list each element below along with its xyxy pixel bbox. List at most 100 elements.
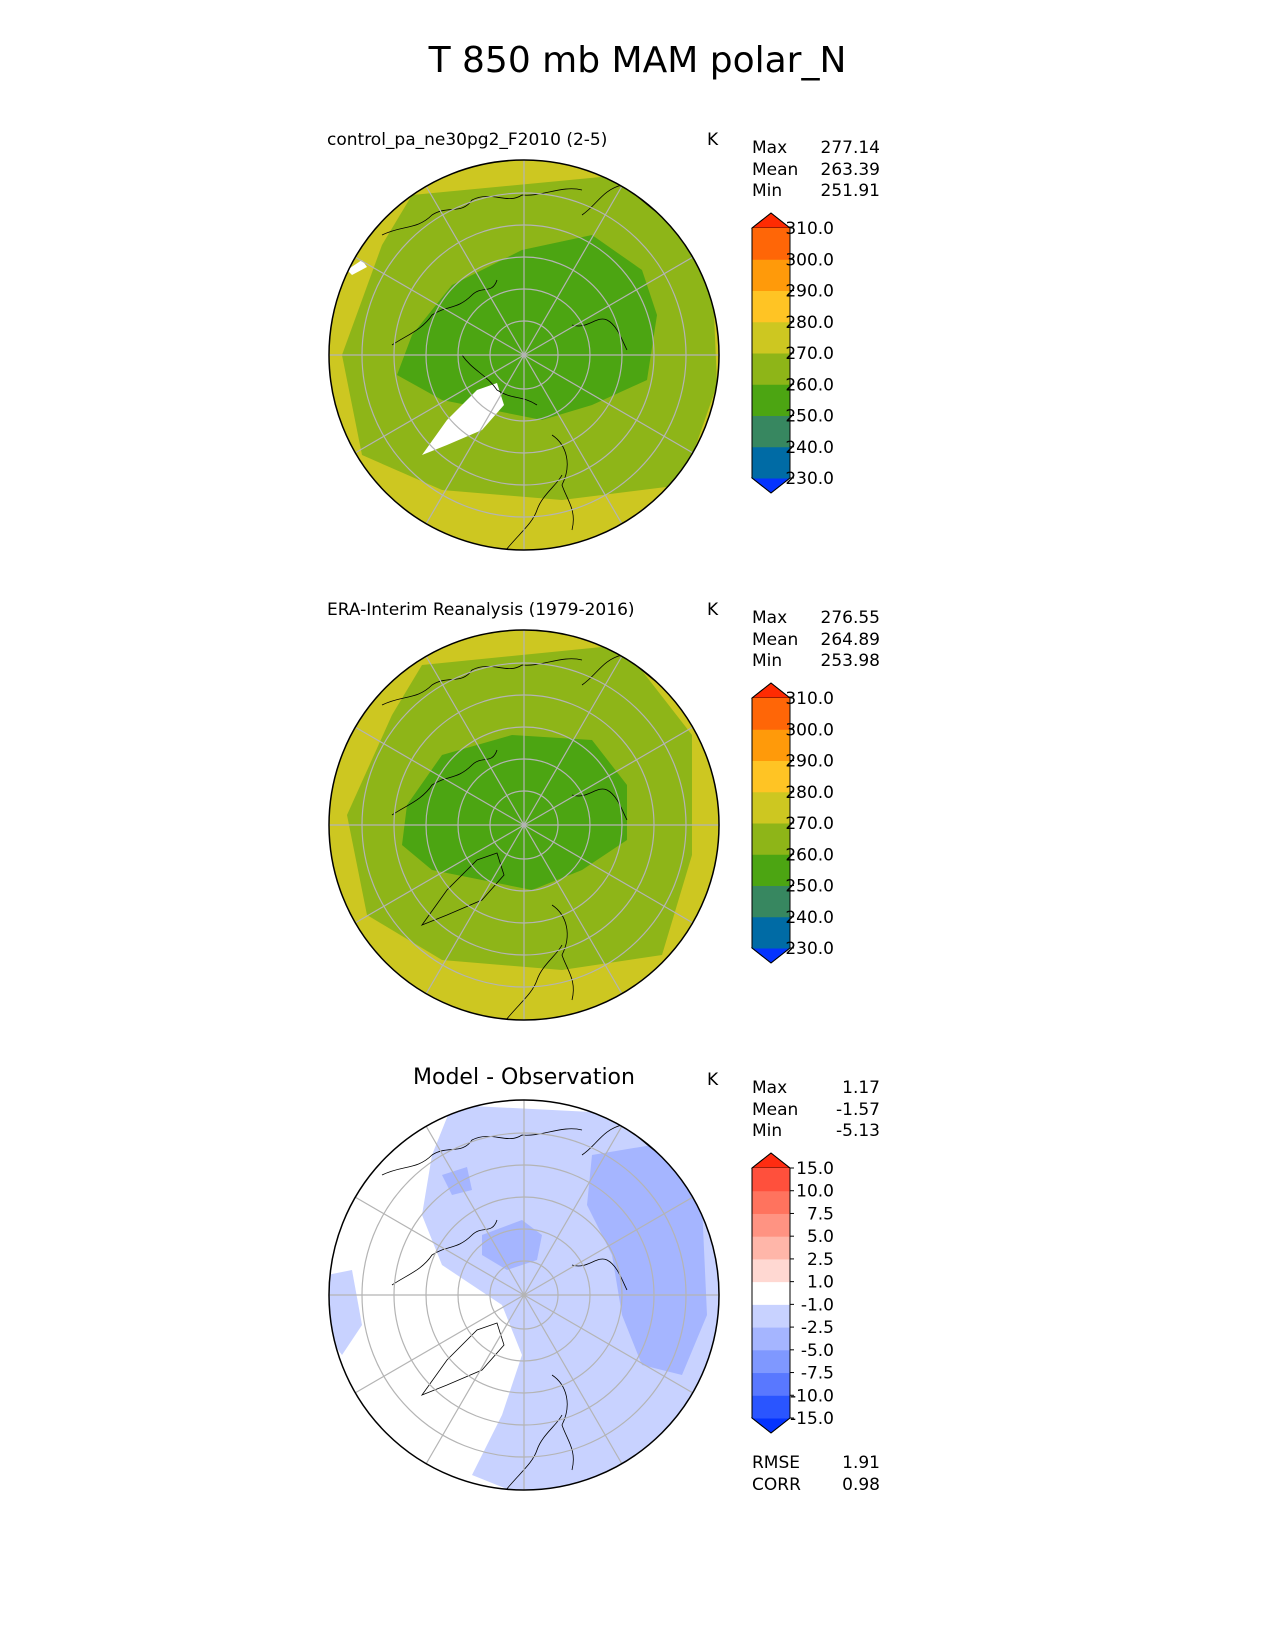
stat-max: Max 1.17 [752, 1078, 880, 1098]
colorbar-tick-label: 5.0 [807, 1227, 834, 1247]
colorbar-tick-label: -5.0 [801, 1341, 834, 1361]
missing-tibet [347, 260, 367, 275]
colorbar-segment [752, 1281, 790, 1305]
colorbar-extend-low [750, 1417, 792, 1434]
colorbar-segment [752, 760, 790, 793]
colorbar-segment [752, 353, 790, 385]
colorbar-tick-label: 280.0 [785, 783, 834, 803]
colorbar-tick-label: 300.0 [785, 250, 834, 270]
colorbar-tick-label: 290.0 [785, 752, 834, 772]
stat-max: Max 276.55 [752, 608, 880, 628]
stat-mean: Mean 264.89 [752, 629, 880, 650]
stats-block-ref: Max 276.55 Mean 264.89 Min 253.98 [752, 608, 880, 673]
stat-min: Min -5.13 [752, 1121, 880, 1141]
polar-map-test [328, 159, 720, 551]
polar-map-ref [328, 629, 720, 1021]
field-band-260 [402, 735, 627, 890]
stat-mean: Mean 263.39 [752, 159, 880, 180]
colorbar-segment [752, 1168, 790, 1192]
map-graticule [329, 160, 719, 550]
colorbar-tick-label: 250.0 [785, 877, 834, 897]
colorbar-ref: 230.0 240.0 250.0 260.0 270.0 280.0 290.0 300.0… [750, 682, 834, 964]
field-band-minus2p5-pole [482, 1220, 542, 1270]
colorbar-tick-label: 290.0 [785, 282, 834, 302]
colorbar-extend-high [750, 212, 792, 229]
colorbar-segment [752, 1304, 790, 1328]
metric-corr: CORR 0.98 [752, 1474, 880, 1495]
colorbar-tick-label: 15.0 [796, 1159, 834, 1179]
colorbar-segment [752, 321, 790, 354]
colorbar-segment [752, 1349, 790, 1374]
map-graticule [329, 1100, 719, 1490]
map-boundary [328, 159, 720, 551]
colorbar-test: 230.0 240.0 250.0 260.0 270.0 280.0 290.0 300.0… [750, 212, 834, 494]
colorbar-tick-label: 250.0 [785, 407, 834, 427]
colorbar-diff: -15.0 -10.0-7.5 -5.0 -2.5 -1.01.0 2.5 5.0 7.510… [750, 1152, 834, 1434]
map-graticule [329, 630, 719, 1020]
colorbar-segment [752, 1372, 790, 1396]
colorbar-extend-low [750, 477, 792, 494]
colorbar-segments: -15.0 -10.0-7.5 -5.0 -2.5 -1.01.0 2.5 5.0 7.510… [750, 1152, 834, 1434]
colorbar-tick-label: 2.5 [807, 1250, 834, 1270]
colorbar-tick-label: 230.0 [785, 469, 834, 489]
colorbar-segment [752, 1190, 790, 1214]
field-band-260 [397, 235, 657, 420]
colorbar-tick-label: -2.5 [801, 1318, 834, 1338]
colorbar-tick-label: 1.0 [807, 1273, 834, 1293]
colorbar-segments: 230.0 240.0 250.0 260.0 270.0 280.0 290.0 300.0… [750, 682, 834, 964]
units-label-ref: K [707, 600, 719, 620]
colorbar-tick-label: -7.5 [801, 1364, 834, 1384]
colorbar-segment [752, 290, 790, 323]
colorbar-segments: 230.0 240.0 250.0 260.0 270.0 280.0 290.0 300.0… [750, 212, 834, 494]
colorbar-tick-label: 280.0 [785, 313, 834, 333]
colorbar-segment [752, 1213, 790, 1237]
colorbar-tick-label: -1.0 [801, 1295, 834, 1315]
map-boundary [328, 629, 720, 1021]
units-label-test: K [707, 130, 719, 150]
colorbar-segment [752, 698, 790, 730]
colorbar-tick-label: -10.0 [790, 1386, 834, 1406]
colorbar-segment [752, 823, 790, 855]
colorbar-segment [752, 1258, 790, 1283]
colorbar-tick-label: 270.0 [785, 814, 834, 834]
stat-min: Min 253.98 [752, 651, 880, 671]
panel-title-test: control_pa_ne30pg2_F2010 (2-5) [327, 130, 608, 150]
colorbar-segment [752, 446, 790, 479]
stat-min: Min 251.91 [752, 181, 880, 201]
stat-max: Max 277.14 [752, 138, 880, 158]
colorbar-extend-high [750, 682, 792, 699]
metrics-block-diff: RMSE 1.91 CORR 0.98 [752, 1453, 880, 1496]
colorbar-tick-label: 310.0 [785, 219, 834, 239]
colorbar-segment [752, 1327, 790, 1351]
stat-mean: Mean -1.57 [752, 1099, 880, 1120]
colorbar-segment [752, 384, 790, 416]
missing-greenland [422, 383, 504, 455]
colorbar-tick-label: 310.0 [785, 689, 834, 709]
colorbar-segment [752, 1395, 790, 1419]
stats-block-test: Max 277.14 Mean 263.39 Min 251.91 [752, 138, 880, 203]
colorbar-tick-label: 260.0 [785, 845, 834, 865]
colorbar-segment [752, 729, 790, 761]
stats-block-diff: Max 1.17 Mean -1.57 Min -5.13 [752, 1078, 880, 1143]
colorbar-segment [752, 885, 790, 918]
units-label-diff: K [707, 1070, 719, 1090]
panel-title-diff: Model - Observation [413, 1065, 635, 1090]
colorbar-tick-label: 300.0 [785, 720, 834, 740]
colorbar-segment [752, 854, 790, 886]
figure-title: T 850 mb MAM polar_N [428, 40, 847, 81]
colorbar-tick-label: -15.0 [790, 1409, 834, 1429]
colorbar-tick-label: 7.5 [807, 1204, 834, 1224]
colorbar-extend-low [750, 947, 792, 964]
field-band-minus2p5 [587, 1145, 707, 1375]
colorbar-tick-label: 260.0 [785, 375, 834, 395]
colorbar-tick-label: 270.0 [785, 344, 834, 364]
colorbar-tick-label: 10.0 [796, 1182, 834, 1202]
colorbar-segment [752, 791, 790, 824]
colorbar-tick-label: 230.0 [785, 939, 834, 959]
map-boundary [328, 1099, 720, 1491]
metric-rmse: RMSE 1.91 [752, 1453, 880, 1473]
colorbar-segment [752, 259, 790, 291]
colorbar-tick-label: 240.0 [785, 438, 834, 458]
colorbar-segment [752, 228, 790, 260]
field-band-minus1-west [329, 1270, 362, 1355]
